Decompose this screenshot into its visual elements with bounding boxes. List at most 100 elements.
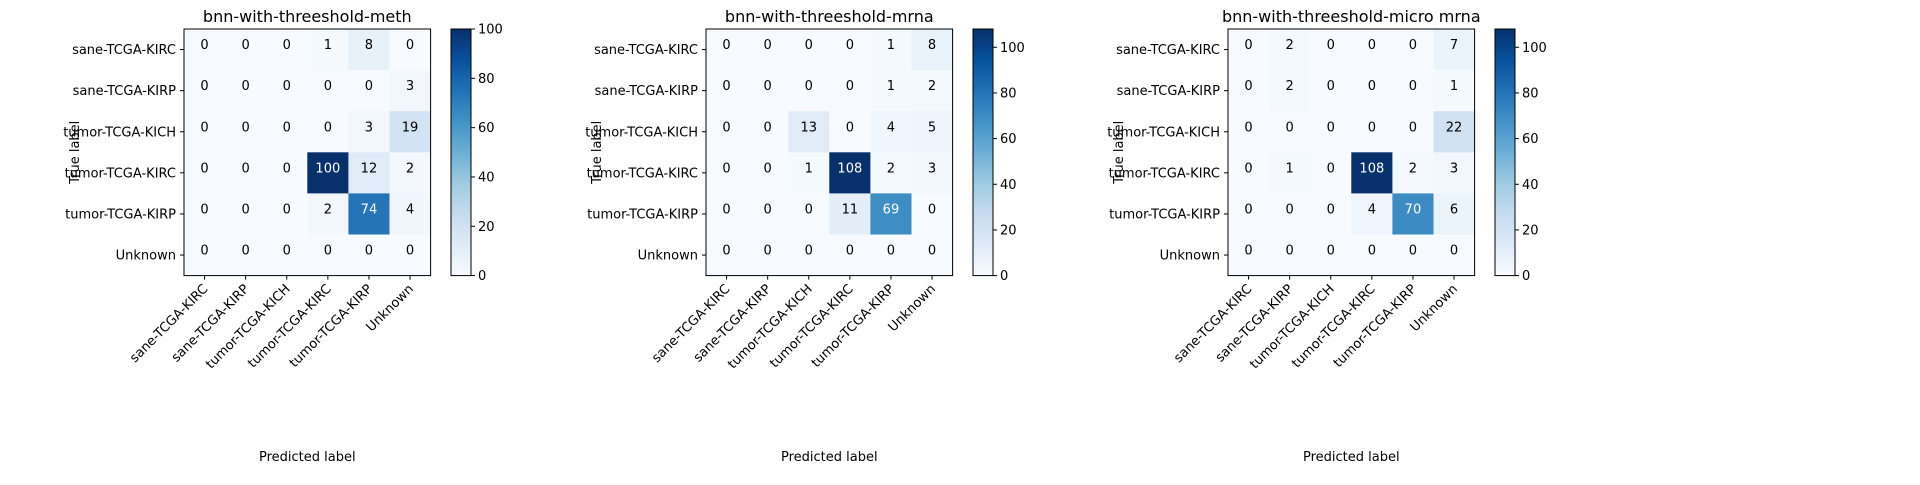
cell-value-label: 0 <box>200 244 208 259</box>
cell-value-label: 0 <box>722 244 730 259</box>
heatmap-cell <box>266 152 308 194</box>
cell-value-label: 0 <box>1244 202 1252 217</box>
colorbar-tick-label: 100 <box>1000 41 1025 56</box>
heatmap-cell <box>348 234 390 277</box>
heatmap-cell <box>348 152 390 194</box>
heatmap-cell <box>184 111 226 153</box>
cell-value-label: 0 <box>805 79 813 94</box>
cell-value-label: 0 <box>365 244 373 259</box>
y-tick-label: Unknown <box>1160 249 1220 264</box>
cell-value-label: 0 <box>764 120 772 135</box>
cell-value-label: 0 <box>1244 79 1252 94</box>
x-axis-label: Predicted label <box>259 450 356 465</box>
heatmap-cell <box>307 29 349 71</box>
cell-value-label: 0 <box>200 161 208 176</box>
colorbar-tick-label: 100 <box>478 23 503 38</box>
heatmap-cell <box>348 29 390 71</box>
heatmap-cell <box>706 111 748 153</box>
cell-value-label: 2 <box>324 202 332 217</box>
heatmap-cell <box>389 70 432 112</box>
cell-value-label: 0 <box>242 38 250 53</box>
heatmap-cell <box>1228 193 1270 235</box>
y-tick-label: sane-TCGA-KIRC <box>1116 43 1220 58</box>
heatmap-cell <box>1351 111 1393 153</box>
heatmap-cell <box>870 111 912 153</box>
heatmap-cell <box>184 152 226 194</box>
heatmap-cell <box>829 29 871 71</box>
cell-value-label: 0 <box>764 202 772 217</box>
cell-value-label: 0 <box>1244 161 1252 176</box>
y-axis-label: True label <box>590 121 605 185</box>
cell-value-label: 2 <box>1286 38 1294 53</box>
cell-value-label: 0 <box>764 161 772 176</box>
heatmap-cell <box>1392 152 1434 194</box>
cell-value-label: 2 <box>1286 79 1294 94</box>
cell-value-label: 100 <box>315 161 340 176</box>
heatmap-cell <box>829 70 871 112</box>
heatmap-cell <box>911 193 954 235</box>
heatmap-cell <box>788 234 830 277</box>
heatmap-cell <box>307 234 349 277</box>
cell-value-label: 0 <box>805 38 813 53</box>
heatmap-cell <box>225 29 267 71</box>
cell-value-label: 0 <box>283 244 291 259</box>
cell-value-label: 0 <box>406 38 414 53</box>
heatmap-cell <box>1351 29 1393 71</box>
heatmap-cell <box>1228 152 1270 194</box>
heatmap-cell <box>184 70 226 112</box>
cell-value-label: 4 <box>887 120 895 135</box>
heatmap-cell <box>706 29 748 71</box>
cell-value-label: 0 <box>1327 244 1335 259</box>
chart-title: bnn-with-threeshold-micro mrna <box>1222 7 1481 26</box>
cell-value-label: 108 <box>837 161 862 176</box>
y-tick-label: tumor-TCGA-KIRC <box>587 166 698 181</box>
plot-frame <box>183 28 432 277</box>
cell-value-label: 0 <box>887 244 895 259</box>
heatmap-cell <box>225 70 267 112</box>
cell-value-label: 1 <box>1286 161 1294 176</box>
cell-value-label: 0 <box>722 120 730 135</box>
heatmap-cell <box>747 152 789 194</box>
heatmap-cell <box>348 111 390 153</box>
y-axis-label: True label <box>68 121 83 185</box>
cell-value-label: 0 <box>406 244 414 259</box>
cell-value-label: 3 <box>365 120 373 135</box>
heatmap-cell <box>348 70 390 112</box>
cell-value-label: 1 <box>324 38 332 53</box>
cell-value-label: 0 <box>1409 244 1417 259</box>
heatmap-cell <box>870 29 912 71</box>
heatmap-cell <box>829 111 871 153</box>
heatmap-cell <box>1351 70 1393 112</box>
cell-value-label: 0 <box>324 120 332 135</box>
cell-value-label: 0 <box>722 202 730 217</box>
cell-value-label: 0 <box>242 161 250 176</box>
colorbar-tick-label: 80 <box>478 72 495 87</box>
heatmap-cell <box>788 70 830 112</box>
heatmap-cell <box>225 152 267 194</box>
cell-value-label: 0 <box>242 79 250 94</box>
heatmap-cell <box>1228 234 1270 277</box>
cell-value-label: 0 <box>846 38 854 53</box>
cell-value-label: 0 <box>283 120 291 135</box>
heatmap-cell <box>225 111 267 153</box>
heatmap-cell <box>184 29 226 71</box>
cell-value-label: 0 <box>1286 120 1294 135</box>
colorbar-tick-label: 20 <box>478 220 495 235</box>
heatmap-cell <box>1351 234 1393 277</box>
cell-value-label: 0 <box>200 120 208 135</box>
cell-value-label: 0 <box>722 79 730 94</box>
cell-value-label: 0 <box>1327 202 1335 217</box>
y-tick-label: tumor-TCGA-KIRC <box>65 166 176 181</box>
heatmap-cell <box>1433 29 1476 71</box>
heatmap-cell <box>389 152 432 194</box>
colorbar <box>972 28 994 277</box>
heatmap-cell <box>706 234 748 277</box>
chart-title: bnn-with-threeshold-meth <box>203 7 412 26</box>
heatmap-cell <box>1433 234 1476 277</box>
heatmap-cell <box>911 29 954 71</box>
y-axis-label: True label <box>1112 121 1127 185</box>
heatmap-cell <box>1433 152 1476 194</box>
y-tick-label: sane-TCGA-KIRP <box>595 84 698 99</box>
